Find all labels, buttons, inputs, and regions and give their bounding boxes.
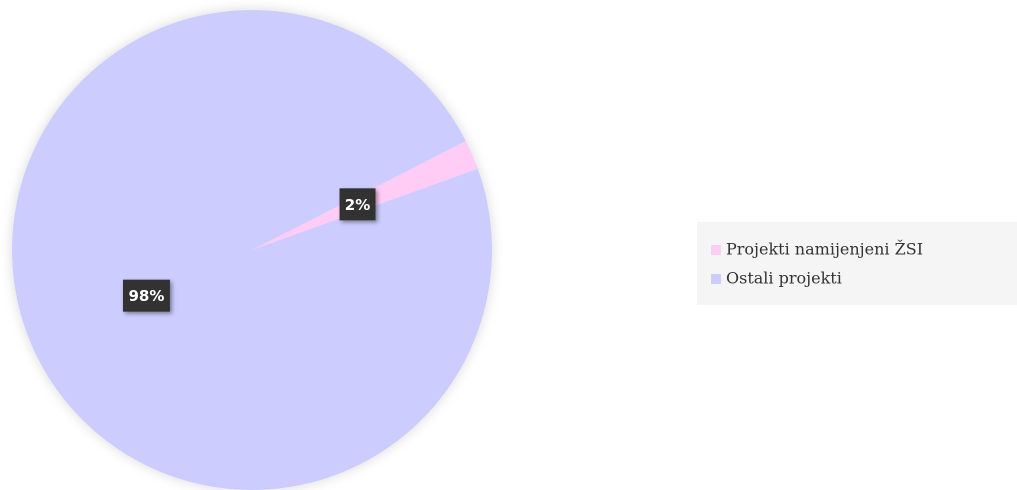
pie [12,10,492,490]
legend-swatch [711,245,721,255]
legend-box [697,222,1017,305]
legend-swatch [711,274,721,284]
data-label-box [122,279,170,312]
data-label-box [339,188,376,221]
data-label: 98% [129,287,165,305]
legend-label: Projekti namijenjeni ŽSI [726,239,923,259]
legend-label: Ostali projekti [726,269,842,288]
pie-slice [12,10,492,490]
data-label: 2% [345,196,370,214]
